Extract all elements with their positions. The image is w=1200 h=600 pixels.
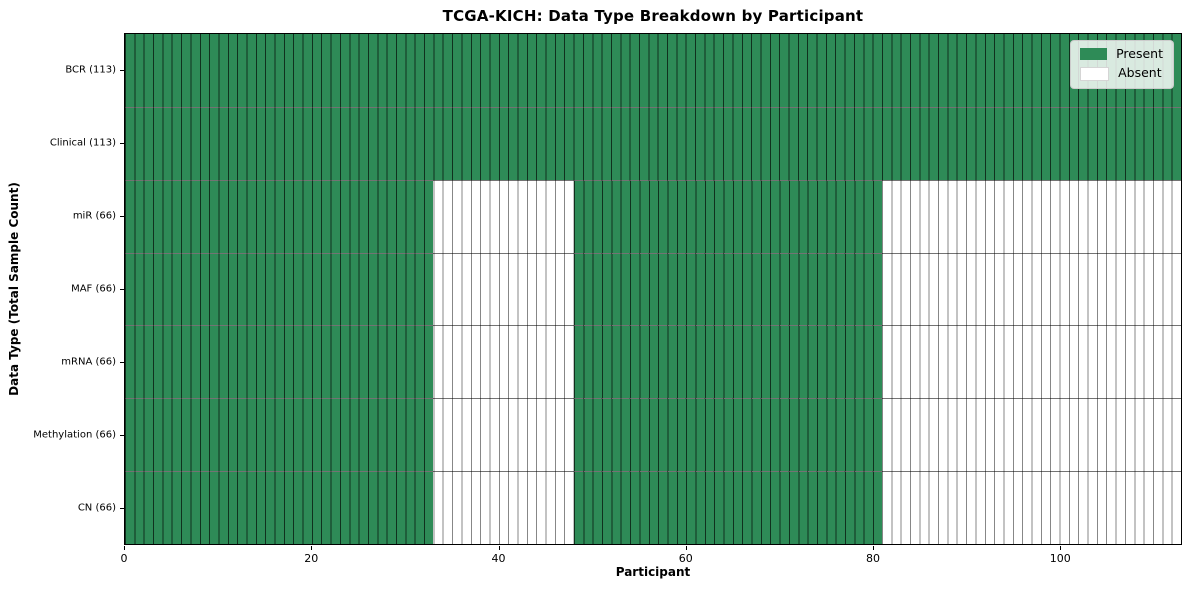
present-segment	[573, 253, 882, 326]
y-tick-mark	[120, 69, 124, 71]
x-axis-label: Participant	[615, 565, 691, 579]
present-segment	[573, 326, 882, 399]
x-tick-mark	[311, 546, 313, 550]
heatmap-row-mrna	[125, 325, 1181, 399]
plot-area: Present Absent	[124, 33, 1182, 545]
x-tick-label: 0	[120, 552, 128, 565]
y-tick-mark	[120, 142, 124, 144]
y-tick-mark	[120, 362, 124, 364]
y-tick-mark	[120, 508, 124, 510]
chart-title: TCGA-KICH: Data Type Breakdown by Partic…	[442, 7, 864, 25]
present-segment	[125, 326, 434, 399]
y-axis: BCR (113) Clinical (113) miR (66) MAF (66) m…	[0, 33, 124, 545]
x-tick-mark	[685, 546, 687, 550]
legend: Present Absent	[1070, 40, 1174, 89]
y-tick-mark	[120, 215, 124, 217]
legend-entry-absent: Absent	[1080, 65, 1163, 81]
present-segment	[573, 472, 882, 544]
y-tick-mark	[120, 435, 124, 437]
heatmap-row-mir	[125, 179, 1181, 253]
x-tick-label: 20	[304, 552, 319, 565]
present-segment	[125, 34, 1181, 107]
legend-swatch-absent	[1080, 66, 1110, 81]
x-tick-label: 40	[491, 552, 506, 565]
y-tick-label: CN (66)	[77, 502, 116, 514]
heatmap-row-maf	[125, 252, 1181, 326]
present-segment	[125, 253, 434, 326]
x-tick-mark	[498, 546, 500, 550]
heatmap-row-cn	[125, 471, 1181, 544]
y-tick-label: Clinical (113)	[49, 137, 116, 149]
present-segment	[125, 399, 434, 472]
heatmap-row-bcr	[125, 34, 1181, 107]
x-tick-label: 100	[1049, 552, 1071, 565]
x-axis: 0 20 40 60 80 100	[120, 545, 1182, 571]
present-segment	[573, 180, 882, 253]
present-segment	[125, 107, 1181, 180]
x-tick-label: 80	[866, 552, 881, 565]
legend-swatch-present	[1080, 48, 1108, 61]
y-tick-label: miR (66)	[72, 210, 116, 222]
present-segment	[573, 399, 882, 472]
y-tick-label: mRNA (66)	[61, 356, 116, 368]
legend-label: Absent	[1118, 65, 1162, 81]
y-tick-label: Methylation (66)	[33, 429, 116, 441]
legend-label: Present	[1116, 46, 1163, 61]
x-tick-mark	[1060, 546, 1062, 550]
heatmap-row-methylation	[125, 398, 1181, 472]
y-tick-label: MAF (66)	[71, 283, 116, 295]
legend-entry-present: Present	[1080, 46, 1163, 61]
y-tick-label: BCR (113)	[65, 64, 116, 76]
x-tick-label: 60	[678, 552, 693, 565]
y-tick-mark	[120, 289, 124, 290]
present-segment	[125, 180, 434, 253]
x-tick-mark	[124, 546, 125, 550]
present-segment	[125, 472, 434, 544]
x-tick-mark	[873, 546, 875, 550]
heatmap-row-clinical	[125, 106, 1181, 180]
